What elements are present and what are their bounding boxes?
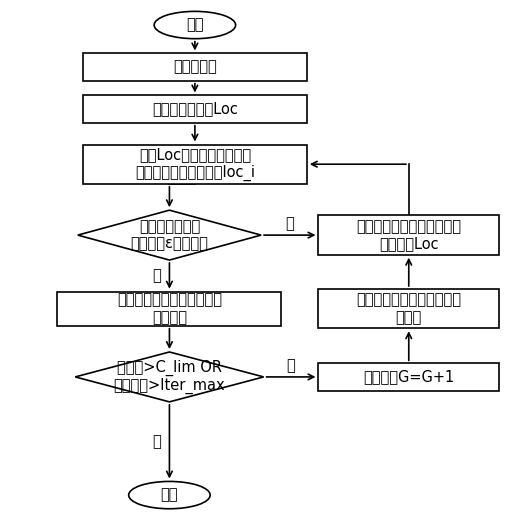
Text: 将个体的最高浓度设置为群
体最优解: 将个体的最高浓度设置为群 体最优解 xyxy=(117,293,222,325)
FancyBboxPatch shape xyxy=(57,291,282,326)
Text: 否: 否 xyxy=(287,358,295,373)
FancyBboxPatch shape xyxy=(83,96,307,122)
FancyBboxPatch shape xyxy=(318,363,499,391)
Text: 是: 是 xyxy=(153,434,161,449)
Text: 迭代次数G=G+1: 迭代次数G=G+1 xyxy=(363,370,454,384)
Polygon shape xyxy=(75,352,264,402)
Text: 参数初始化: 参数初始化 xyxy=(173,60,217,74)
Text: 开始: 开始 xyxy=(186,17,204,33)
FancyBboxPatch shape xyxy=(83,53,307,81)
FancyBboxPatch shape xyxy=(83,145,307,184)
Text: 是: 是 xyxy=(153,268,161,284)
Text: 存在浓度值大于
设定阈値ε的个体？: 存在浓度值大于 设定阈値ε的个体？ xyxy=(131,219,208,251)
Ellipse shape xyxy=(154,12,236,39)
Text: 初始化种群位置Loc: 初始化种群位置Loc xyxy=(152,101,238,117)
Text: 以测得最高浓度的个体作为
种群位置Loc: 以测得最高浓度的个体作为 种群位置Loc xyxy=(356,219,461,251)
FancyBboxPatch shape xyxy=(318,289,499,328)
Text: 否: 否 xyxy=(285,216,294,231)
Text: 更新种群最优位置信息和浓
度信息: 更新种群最优位置信息和浓 度信息 xyxy=(356,293,461,325)
Text: 在以Loc为中心的方形区域
内，随机产生个体位置loc_i: 在以Loc为中心的方形区域 内，随机产生个体位置loc_i xyxy=(135,147,255,181)
Polygon shape xyxy=(78,210,261,260)
Text: 结束: 结束 xyxy=(161,487,178,503)
Text: 最优解>C_lim OR
迭代次数>Iter_max: 最优解>C_lim OR 迭代次数>Iter_max xyxy=(114,360,225,394)
FancyBboxPatch shape xyxy=(318,215,499,255)
Ellipse shape xyxy=(129,482,210,509)
